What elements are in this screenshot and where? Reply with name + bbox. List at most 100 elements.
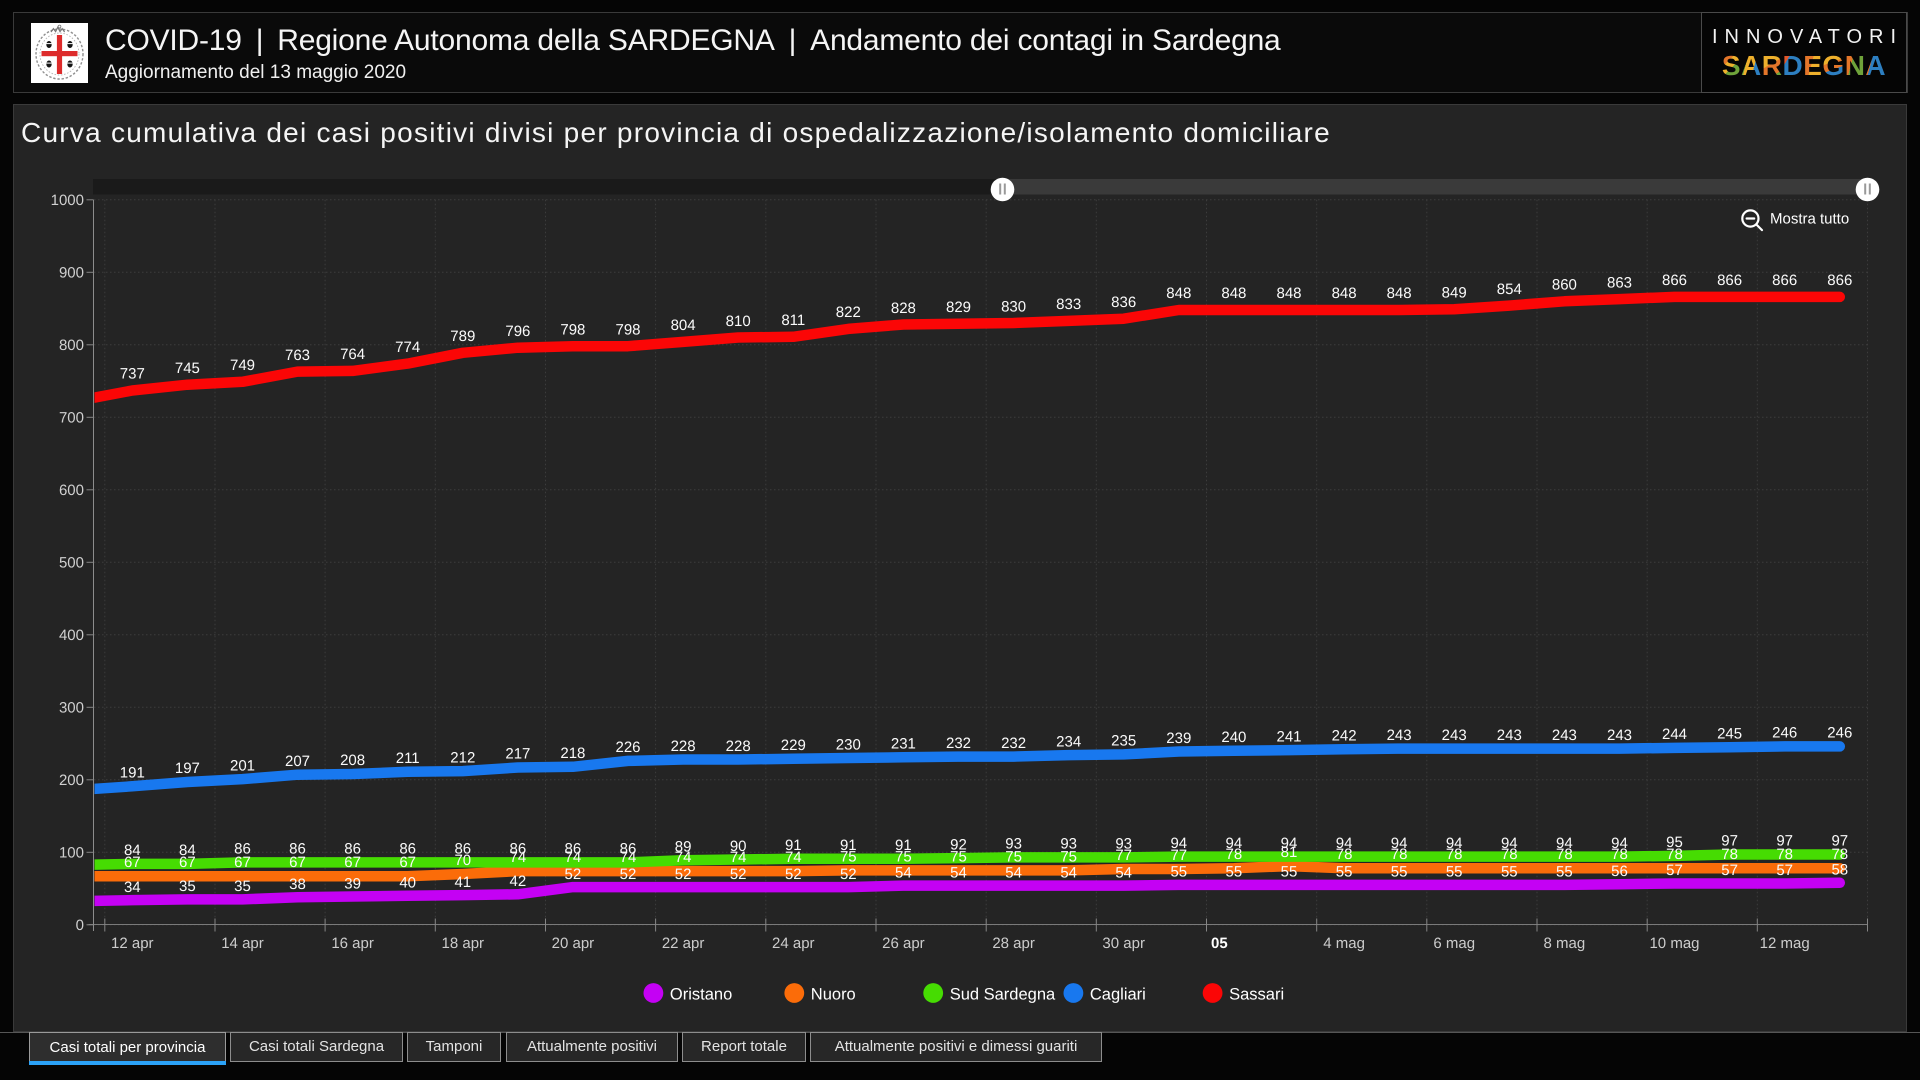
svg-text:55: 55 [1170,864,1187,881]
svg-text:232: 232 [946,735,971,752]
svg-text:14 apr: 14 apr [221,935,264,952]
svg-text:78: 78 [1336,846,1353,863]
svg-text:600: 600 [59,482,84,499]
svg-text:52: 52 [840,866,857,883]
svg-text:56: 56 [1611,863,1628,880]
svg-text:78: 78 [1556,846,1573,863]
svg-text:228: 228 [726,738,751,755]
svg-text:55: 55 [1226,864,1243,881]
svg-text:4 mag: 4 mag [1323,935,1365,952]
svg-text:52: 52 [730,866,747,883]
svg-text:866: 866 [1717,272,1742,289]
svg-text:10 mag: 10 mag [1649,935,1699,952]
svg-text:860: 860 [1552,277,1577,294]
svg-text:229: 229 [781,737,806,754]
svg-text:218: 218 [560,745,585,762]
svg-text:54: 54 [895,864,912,881]
svg-text:52: 52 [565,866,582,883]
svg-text:57: 57 [1721,862,1738,879]
svg-text:86: 86 [344,841,361,858]
svg-text:78: 78 [1666,846,1683,863]
svg-text:94: 94 [1556,835,1573,852]
svg-text:57: 57 [1776,862,1793,879]
svg-text:75: 75 [1060,848,1077,865]
svg-text:93: 93 [1060,836,1077,853]
svg-text:197: 197 [175,760,200,777]
svg-text:246: 246 [1772,725,1797,742]
svg-text:67: 67 [289,854,306,871]
svg-text:74: 74 [565,849,582,866]
svg-text:749: 749 [230,357,255,374]
svg-text:Oristano: Oristano [670,986,732,1004]
svg-text:1000: 1000 [51,192,84,209]
svg-text:78: 78 [1446,846,1463,863]
svg-text:Sassari: Sassari [1229,986,1284,1004]
svg-text:833: 833 [1056,296,1081,313]
svg-text:798: 798 [560,322,585,339]
svg-text:91: 91 [840,837,857,854]
svg-text:804: 804 [671,317,696,334]
svg-text:41: 41 [454,874,471,891]
svg-text:30 apr: 30 apr [1102,935,1145,952]
svg-text:94: 94 [1170,835,1187,852]
svg-text:234: 234 [1056,733,1081,750]
svg-text:243: 243 [1442,727,1467,744]
svg-text:Nuoro: Nuoro [811,986,856,1004]
svg-text:836: 836 [1111,294,1136,311]
svg-text:55: 55 [1556,864,1573,881]
svg-text:226: 226 [615,739,640,756]
svg-text:763: 763 [285,347,310,364]
svg-text:86: 86 [454,841,471,858]
svg-text:38: 38 [289,876,306,893]
svg-text:97: 97 [1776,833,1793,850]
svg-text:67: 67 [344,854,361,871]
svg-text:55: 55 [1446,864,1463,881]
svg-text:243: 243 [1552,727,1577,744]
svg-text:52: 52 [785,866,802,883]
svg-text:244: 244 [1662,726,1687,743]
svg-text:26 apr: 26 apr [882,935,925,952]
svg-text:86: 86 [289,841,306,858]
svg-text:55: 55 [1336,864,1353,881]
svg-text:212: 212 [450,749,475,766]
svg-text:84: 84 [124,842,141,859]
svg-text:34: 34 [124,879,141,896]
svg-text:208: 208 [340,752,365,769]
svg-text:86: 86 [399,841,416,858]
svg-text:74: 74 [730,849,747,866]
svg-text:55: 55 [1391,864,1408,881]
svg-text:89: 89 [675,839,692,856]
svg-text:84: 84 [179,842,196,859]
svg-text:18 apr: 18 apr [442,935,485,952]
svg-text:848: 848 [1221,285,1246,302]
svg-text:35: 35 [179,878,196,895]
svg-text:700: 700 [59,410,84,427]
svg-text:829: 829 [946,299,971,316]
svg-text:94: 94 [1226,835,1243,852]
svg-text:77: 77 [1170,847,1187,864]
svg-text:243: 243 [1607,727,1632,744]
svg-text:Cagliari: Cagliari [1090,986,1146,1004]
svg-text:55: 55 [1501,864,1518,881]
svg-text:211: 211 [396,750,420,767]
svg-text:91: 91 [785,837,802,854]
svg-text:6 mag: 6 mag [1433,935,1475,952]
svg-text:207: 207 [285,753,310,770]
svg-text:500: 500 [59,555,84,572]
svg-text:849: 849 [1442,285,1467,302]
svg-text:242: 242 [1332,728,1357,745]
svg-text:Sud Sardegna: Sud Sardegna [950,986,1056,1004]
svg-text:243: 243 [1497,727,1522,744]
svg-text:235: 235 [1111,733,1136,750]
svg-text:100: 100 [59,845,84,862]
svg-text:52: 52 [675,866,692,883]
svg-text:737: 737 [120,366,145,383]
svg-text:774: 774 [395,339,420,356]
svg-text:232: 232 [1001,735,1026,752]
svg-text:05: 05 [1211,935,1228,952]
svg-text:Mostra tutto: Mostra tutto [1770,211,1849,228]
svg-text:92: 92 [950,836,967,853]
svg-text:78: 78 [1226,846,1243,863]
svg-text:217: 217 [505,746,530,763]
svg-text:12 mag: 12 mag [1760,935,1810,952]
